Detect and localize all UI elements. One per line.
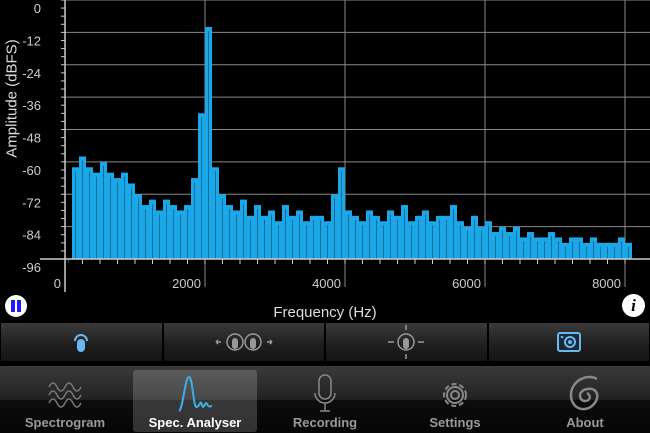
tab-settings[interactable]: Settings xyxy=(390,366,520,433)
tab-bar: Spectrogram Spec. Analyser Recording Set… xyxy=(0,366,650,433)
y-tick-label: -84 xyxy=(22,228,41,243)
x-tick-label: 4000 xyxy=(312,276,341,291)
x-tick-label: 6000 xyxy=(452,276,481,291)
x-axis-label: Frequency (Hz) xyxy=(273,304,377,321)
tab-label: Spec. Analyser xyxy=(148,415,242,430)
camera-icon xyxy=(556,332,581,352)
waves-icon xyxy=(48,382,82,408)
tab-spec-analyser[interactable]: Spec. Analyser xyxy=(130,366,260,433)
tab-label: About xyxy=(566,415,604,430)
y-tick-label: -24 xyxy=(22,66,41,81)
pan-button[interactable] xyxy=(325,322,488,362)
y-tick-label: -96 xyxy=(22,260,41,275)
microphone-icon xyxy=(314,374,336,412)
y-tick-label: -36 xyxy=(22,98,41,113)
tab-label: Spectrogram xyxy=(24,415,106,430)
tab-recording[interactable]: Recording xyxy=(260,366,390,433)
x-tick-label: 2000 xyxy=(172,276,201,291)
touch-mode-button[interactable] xyxy=(0,322,163,362)
pan-icon xyxy=(388,325,425,359)
tab-about[interactable]: About xyxy=(520,366,650,433)
tab-spectrogram[interactable]: Spectrogram xyxy=(0,366,130,433)
y-tick-label: -60 xyxy=(22,163,41,178)
tab-label: Settings xyxy=(429,415,481,430)
info-button[interactable]: i xyxy=(622,294,645,317)
screenshot-button[interactable] xyxy=(487,322,650,362)
spectrum-peak-icon xyxy=(178,375,213,412)
y-axis-label: Amplitude (dBFS) xyxy=(3,39,21,158)
horizontal-zoom-button[interactable] xyxy=(162,322,325,362)
y-tick-label: 0 xyxy=(34,1,41,16)
spiral-icon xyxy=(569,375,599,411)
pause-button[interactable] xyxy=(5,295,27,317)
x-tick-label: 8000 xyxy=(592,276,621,291)
y-tick-label: -48 xyxy=(22,131,41,146)
y-tick-label: -72 xyxy=(22,195,41,210)
chart-toolbar xyxy=(0,322,650,362)
x-tick-label: 0 xyxy=(54,276,61,291)
y-tick-label: -12 xyxy=(22,33,41,48)
gear-icon xyxy=(443,383,467,407)
tab-label: Recording xyxy=(292,415,358,430)
spectrum-chart[interactable]: 0 -12 -24 -36 -48 -60 -72 -84 -96 0 2000 4000 6000 80… xyxy=(0,0,650,300)
pinch-horizontal-icon xyxy=(215,333,273,351)
touch-icon xyxy=(74,334,89,352)
